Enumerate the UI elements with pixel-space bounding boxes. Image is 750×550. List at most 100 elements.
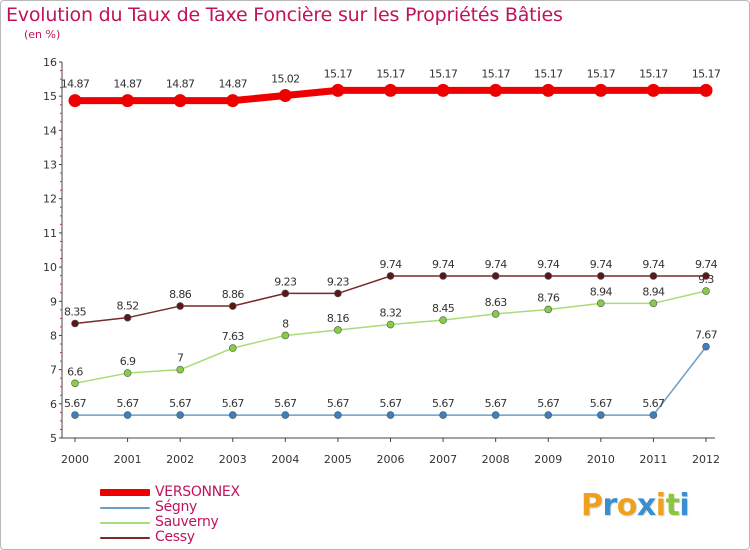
data-label-versonnex: 15.17 [639, 67, 668, 80]
point-segny [649, 411, 658, 419]
point-cessy [439, 272, 447, 280]
data-label-sauverny: 8.94 [590, 285, 613, 298]
data-labels: 8.35 8.52 8.86 8.86 9.23 9.23 9.74 9.74 9.74 9.74… [61, 67, 722, 410]
data-label-cessy: 8.35 [64, 305, 87, 318]
data-label-sauverny: 7 [177, 352, 184, 365]
data-label-versonnex: 15.17 [534, 67, 563, 80]
legend-label-sauverny: Sauverny [155, 514, 219, 530]
data-label-cessy: 8.86 [169, 288, 192, 301]
data-label-cessy: 9.74 [379, 258, 402, 271]
logo-letter: i [679, 488, 690, 523]
y-tick-label: 14 [43, 124, 57, 137]
series-points [68, 83, 713, 419]
data-label-cessy: 9.74 [642, 258, 665, 271]
point-segny [702, 342, 710, 351]
point-cessy [386, 272, 395, 280]
data-label-sauverny: 8.63 [485, 296, 508, 309]
data-label-sauverny: 9.3 [698, 273, 714, 286]
data-label-versonnex: 14.87 [113, 78, 142, 91]
point-segny [123, 411, 132, 419]
data-label-sauverny: 8.32 [379, 307, 401, 320]
point-versonnex [541, 83, 555, 97]
data-label-segny: 5.67 [274, 397, 297, 410]
x-tick-label: 2008 [482, 453, 510, 466]
data-label-cessy: 9.74 [695, 258, 718, 271]
x-tick-label: 2012 [692, 453, 720, 466]
point-segny [334, 411, 342, 419]
legend-label-versonnex: VERSONNEX [155, 484, 240, 500]
x-tick-label: 2010 [587, 453, 615, 466]
data-label-versonnex: 15.17 [481, 67, 510, 80]
point-cessy [702, 272, 710, 280]
point-sauverny [597, 299, 605, 308]
point-sauverny [123, 369, 132, 377]
data-label-segny: 5.67 [169, 397, 192, 410]
y-tick-label: 8 [50, 329, 57, 342]
data-label-versonnex: 15.17 [692, 67, 721, 80]
point-segny [71, 411, 79, 419]
point-sauverny [439, 316, 447, 324]
x-tick-label: 2000 [61, 453, 89, 466]
data-label-versonnex: 14.87 [61, 78, 90, 91]
point-segny [386, 411, 395, 419]
y-tick-label: 16 [43, 56, 57, 69]
point-segny [439, 411, 447, 419]
point-sauverny [334, 326, 342, 334]
point-versonnex [489, 83, 503, 97]
y-tick-label: 9 [50, 295, 57, 308]
data-label-versonnex: 15.17 [587, 67, 616, 80]
point-cessy [228, 302, 237, 310]
data-label-segny: 5.67 [64, 397, 87, 410]
proxiti-logo: Proxiti [581, 488, 690, 523]
legend-swatch-cessy [100, 537, 150, 539]
x-tick-label: 2006 [377, 453, 405, 466]
chart-title: Evolution du Taux de Taxe Foncière sur l… [6, 4, 563, 26]
point-versonnex [436, 83, 450, 97]
point-versonnex [121, 94, 135, 108]
data-label-segny: 5.67 [379, 397, 402, 410]
x-tick-label: 2011 [639, 453, 667, 466]
data-label-sauverny: 8.45 [432, 302, 455, 315]
legend-label-segny: Ségny [155, 499, 198, 515]
data-label-versonnex: 15.02 [271, 72, 300, 85]
data-label-segny: 5.67 [327, 397, 350, 410]
legend-label-cessy: Cessy [155, 529, 195, 545]
y-tick-label: 11 [43, 227, 57, 240]
logo-letter: P [581, 488, 603, 523]
point-versonnex [173, 94, 187, 108]
data-label-sauverny: 8.94 [642, 285, 665, 298]
point-cessy [176, 302, 184, 310]
legend-swatch-sauverny [100, 522, 150, 524]
data-label-cessy: 9.74 [485, 258, 508, 271]
x-tick-label: 2002 [166, 453, 194, 466]
point-cessy [491, 272, 500, 280]
point-versonnex [699, 83, 713, 97]
data-label-sauverny: 8 [282, 317, 289, 330]
point-segny [281, 411, 290, 419]
logo-letter: o [616, 488, 638, 523]
point-versonnex [68, 94, 82, 108]
logo-letter: x [636, 488, 656, 523]
point-versonnex [646, 83, 660, 97]
y-tick-label: 5 [50, 432, 57, 445]
point-cessy [123, 313, 132, 322]
data-label-sauverny: 6.9 [120, 355, 136, 368]
data-label-versonnex: 14.87 [166, 78, 195, 91]
data-label-segny: 5.67 [222, 397, 245, 410]
point-segny [176, 411, 184, 419]
data-label-sauverny: 8.16 [327, 312, 350, 325]
data-label-segny: 5.67 [642, 397, 665, 410]
point-cessy [334, 289, 342, 298]
series-line-sauverny [74, 290, 707, 385]
series-lines [71, 86, 710, 416]
point-sauverny [228, 344, 237, 352]
point-versonnex [278, 88, 292, 102]
data-label-cessy: 9.23 [327, 275, 350, 288]
x-tick-label: 2001 [114, 453, 142, 466]
data-label-segny: 5.67 [537, 397, 560, 410]
data-label-cessy: 8.86 [222, 288, 245, 301]
data-label-versonnex: 15.17 [376, 67, 405, 80]
data-label-segny: 7.67 [695, 329, 718, 342]
point-cessy [544, 272, 553, 280]
